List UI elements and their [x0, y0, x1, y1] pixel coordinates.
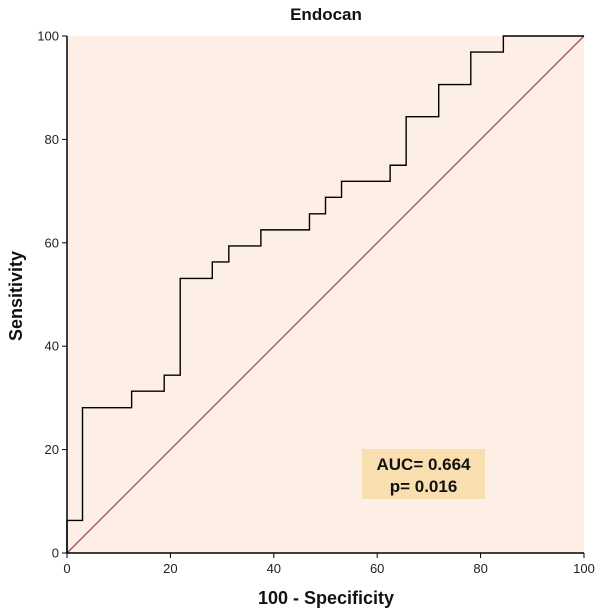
- y-tick-label: 0: [52, 546, 59, 561]
- y-tick-label: 100: [37, 29, 59, 44]
- x-tick-label: 60: [370, 561, 384, 576]
- axis-ticks: 0 20 40 60 80 100 0 20 40 60 80 100: [37, 29, 595, 577]
- x-tick-label: 100: [573, 561, 595, 576]
- auc-label: AUC= 0.664: [376, 455, 471, 474]
- x-tick-label: 80: [473, 561, 487, 576]
- y-tick-label: 60: [45, 235, 59, 250]
- roc-curve-line: [66, 35, 584, 553]
- x-axis-title: 100 - Specificity: [258, 588, 394, 608]
- y-tick-label: 20: [45, 442, 59, 457]
- y-tick-label: 80: [45, 132, 59, 147]
- x-tick-label: 20: [163, 561, 177, 576]
- reference-diagonal-line: [66, 35, 585, 554]
- auc-annotation: AUC= 0.664 p= 0.016: [362, 449, 485, 499]
- annotation-box: [362, 449, 485, 499]
- x-tick-label: 40: [267, 561, 281, 576]
- x-tick-label: 0: [63, 561, 70, 576]
- y-tick-label: 40: [45, 339, 59, 354]
- series-group: [66, 35, 585, 554]
- chart-title: Endocan: [290, 5, 362, 24]
- y-axis-title: Sensitivity: [6, 251, 26, 341]
- p-value-label: p= 0.016: [390, 477, 458, 496]
